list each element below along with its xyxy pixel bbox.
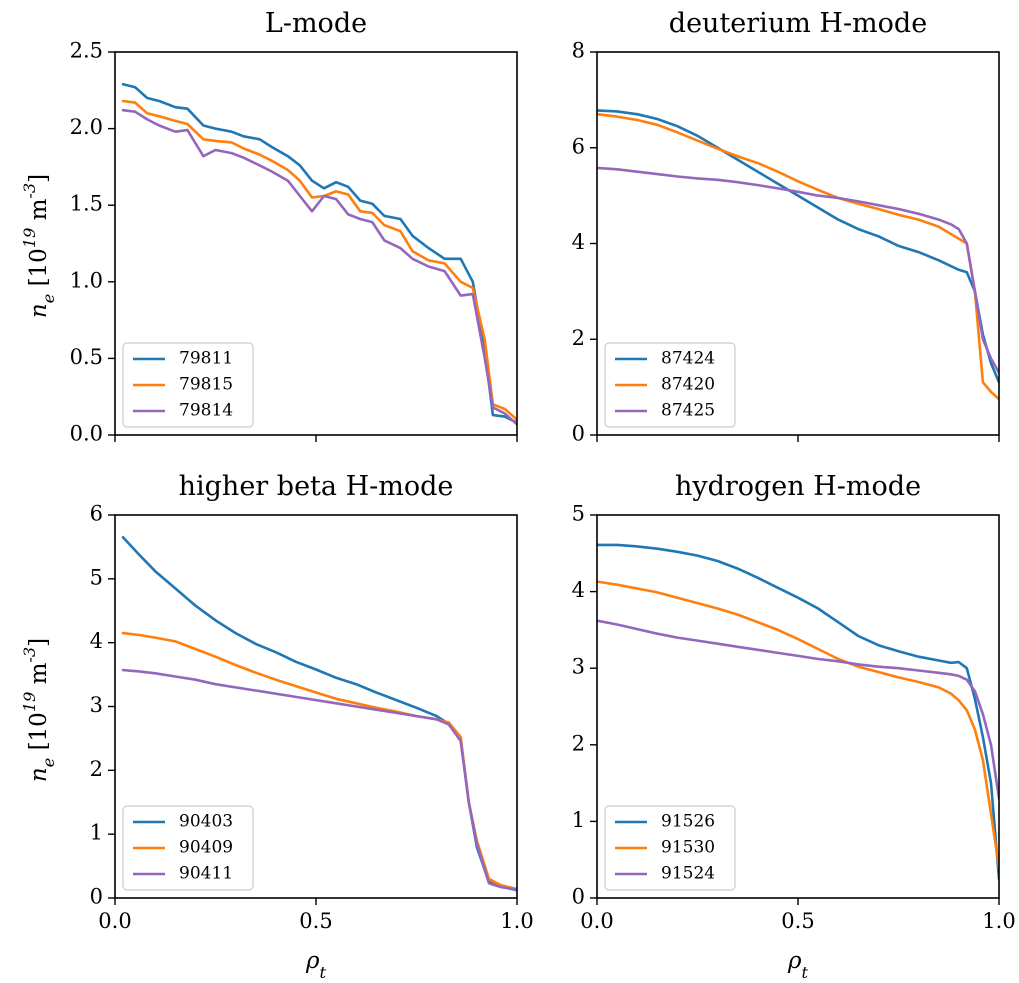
xtick-label: 0.0 <box>98 909 131 933</box>
legend-label-90403: 90403 <box>179 812 233 832</box>
xtick-label: 1.0 <box>500 909 533 933</box>
xtick-label: 0.5 <box>781 909 814 933</box>
ytick-label: 2 <box>572 326 585 350</box>
ytick-label: 5 <box>90 565 103 589</box>
ytick-label: 6 <box>90 502 103 526</box>
legend: 91526 91530 91524 <box>604 805 736 891</box>
legend-label-91530: 91530 <box>661 838 715 858</box>
ytick-label: 0.5 <box>70 345 103 369</box>
ytick-label: 6 <box>572 134 585 158</box>
panel-title: deuterium H-mode <box>669 8 927 39</box>
legend-label-91526: 91526 <box>661 812 715 832</box>
legend-box <box>604 805 736 891</box>
ytick-label: 4 <box>90 629 103 653</box>
ytick-label: 1 <box>572 808 585 832</box>
series-lines <box>121 536 517 892</box>
xtick-label: 1.0 <box>982 909 1015 933</box>
ytick-label: 2 <box>90 757 103 781</box>
ytick-label: 2.5 <box>70 39 103 63</box>
legend-label-91524: 91524 <box>661 864 715 884</box>
series-line-91526 <box>597 543 999 881</box>
legend-label-90411: 90411 <box>179 864 233 884</box>
ylabel-bottom-text: ne [1019 m-3] <box>20 638 58 782</box>
legend-label-79814: 79814 <box>179 401 233 421</box>
ytick-label: 3 <box>572 655 585 679</box>
ytick-label: 0 <box>90 885 103 909</box>
panel-1: L-mode 0.0 0.5 1.0 1.5 2.0 2.5 79811 79815 79814 <box>70 8 518 446</box>
legend: 87424 87420 87425 <box>604 342 736 428</box>
legend: 79811 79815 79814 <box>122 342 254 428</box>
ylabel-top-text: ne [1019 m-3] <box>20 174 58 318</box>
series-line-87425 <box>597 166 999 375</box>
series-line-87424 <box>597 109 999 384</box>
ylabel-top: ne [1019 m-3] <box>20 174 58 318</box>
legend-label-90409: 90409 <box>179 838 233 858</box>
series-line-91530 <box>597 580 999 869</box>
ytick-label: 3 <box>90 693 103 717</box>
xlabel: ρt <box>305 948 327 982</box>
legend-label-79811: 79811 <box>179 349 233 369</box>
xlabel: ρt <box>787 948 809 982</box>
ytick-label: 0 <box>572 422 585 446</box>
ytick-label: 4 <box>572 578 585 602</box>
series-line-79814 <box>121 108 517 426</box>
panel-2: deuterium H-mode 0 2 4 6 8 87424 87420 87425 <box>572 8 1000 446</box>
legend-box <box>604 342 736 428</box>
legend-label-87420: 87420 <box>661 375 715 395</box>
panel-3: higher beta H-mode 0 1 2 3 4 5 6 0.0 0.5 1.0 ρt 9040… <box>90 471 534 982</box>
ylabel-bottom: ne [1019 m-3] <box>20 638 58 782</box>
series-lines <box>597 109 999 401</box>
ytick-label: 4 <box>572 230 585 254</box>
legend-label-79815: 79815 <box>179 375 233 395</box>
ytick-label: 1.5 <box>70 192 103 216</box>
legend-box <box>122 342 254 428</box>
ytick-label: 0 <box>572 885 585 909</box>
legend-label-87424: 87424 <box>661 349 715 369</box>
legend-box <box>122 805 254 891</box>
ytick-label: 8 <box>572 39 585 63</box>
ytick-label: 2 <box>572 731 585 755</box>
legend-label-87425: 87425 <box>661 401 715 421</box>
panel-title: hydrogen H-mode <box>675 471 921 502</box>
series-lines <box>597 543 999 881</box>
ytick-label: 2.0 <box>70 115 103 139</box>
xtick-label: 0.5 <box>299 909 332 933</box>
legend: 90403 90409 90411 <box>122 805 254 891</box>
ytick-label: 5 <box>572 502 585 526</box>
ytick-label: 0.0 <box>70 422 103 446</box>
series-line-79811 <box>121 82 517 424</box>
panel-title: L-mode <box>265 8 367 39</box>
series-line-91524 <box>597 619 999 800</box>
xtick-label: 0.0 <box>580 909 613 933</box>
panel-title: higher beta H-mode <box>179 471 454 502</box>
ytick-label: 1.0 <box>70 268 103 292</box>
series-lines <box>121 82 517 426</box>
series-line-90411 <box>121 668 517 891</box>
ytick-label: 1 <box>90 821 103 845</box>
